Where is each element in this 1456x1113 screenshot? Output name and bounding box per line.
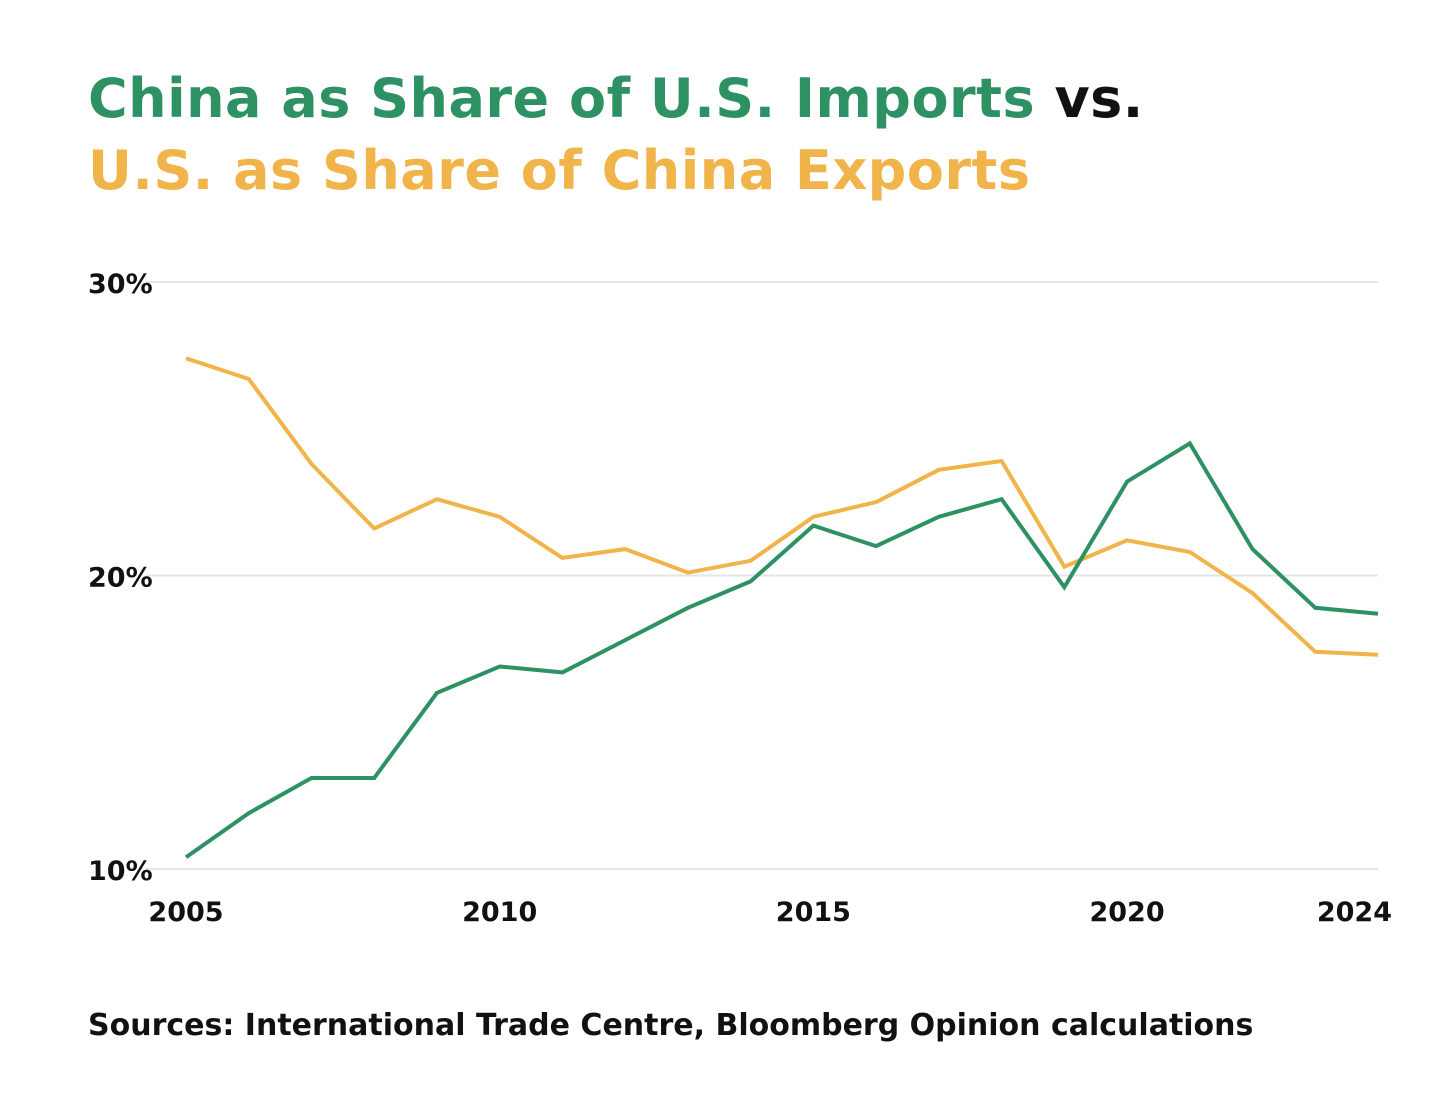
- data-point: [874, 544, 878, 548]
- chart-title-line-2: U.S. as Share of China Exports: [88, 139, 1031, 202]
- data-point: [247, 377, 251, 381]
- x-tick-label: 2015: [776, 897, 851, 928]
- data-point: [372, 776, 376, 780]
- data-point: [1062, 585, 1066, 589]
- series-line-china-share-us-imports: [184, 440, 1379, 859]
- series-line-us-share-china-exports: [185, 356, 1379, 657]
- data-point: [1125, 480, 1129, 484]
- title-china-imports: China as Share of U.S. Imports: [88, 67, 1036, 130]
- data-point: [372, 527, 376, 531]
- data-point: [435, 691, 439, 695]
- data-point: [247, 811, 251, 815]
- y-tick-label: 30%: [88, 269, 153, 300]
- data-point: [811, 524, 815, 528]
- data-point: [1376, 653, 1380, 657]
- data-point: [1188, 550, 1192, 554]
- y-axis-ticks: 30% 20% 10%: [88, 269, 153, 887]
- data-point: [937, 515, 941, 519]
- gridlines: [146, 281, 1378, 870]
- data-point: [1251, 547, 1255, 551]
- data-point: [560, 670, 564, 674]
- source-note: Sources: International Trade Centre, Blo…: [88, 1008, 1254, 1043]
- x-axis-ticks: 2005 2010 2015 2020 2024: [148, 897, 1392, 928]
- data-point: [1313, 650, 1317, 654]
- x-tick-label: 2020: [1089, 897, 1164, 928]
- data-point: [310, 462, 314, 466]
- data-point: [310, 776, 314, 780]
- data-point: [184, 356, 188, 360]
- data-point: [498, 515, 502, 519]
- data-point: [1125, 538, 1129, 542]
- data-point: [1376, 612, 1380, 616]
- data-point: [623, 547, 627, 551]
- x-tick-label: 2005: [148, 897, 223, 928]
- data-point: [560, 556, 564, 560]
- x-tick-label: 2024: [1317, 897, 1392, 928]
- data-point: [749, 579, 753, 583]
- data-point: [749, 559, 753, 563]
- chart-title-line-1: China as Share of U.S. Imports vs.: [88, 72, 1144, 126]
- y-tick-label: 20%: [88, 563, 153, 594]
- data-point: [623, 638, 627, 642]
- data-point: [1313, 606, 1317, 610]
- data-point: [1000, 497, 1004, 501]
- data-point: [1000, 459, 1004, 463]
- data-point: [1062, 565, 1066, 569]
- data-point: [1188, 441, 1192, 445]
- data-point: [686, 571, 690, 575]
- series-lines: [184, 356, 1380, 859]
- title-vs: vs.: [1035, 67, 1144, 130]
- y-tick-label: 10%: [88, 856, 153, 887]
- data-point: [184, 855, 188, 859]
- data-point: [686, 606, 690, 610]
- data-point: [811, 515, 815, 519]
- data-point: [1251, 591, 1255, 595]
- data-point: [937, 468, 941, 472]
- x-tick-label: 2010: [462, 897, 537, 928]
- data-point: [435, 497, 439, 501]
- data-point: [498, 665, 502, 669]
- data-point: [874, 500, 878, 504]
